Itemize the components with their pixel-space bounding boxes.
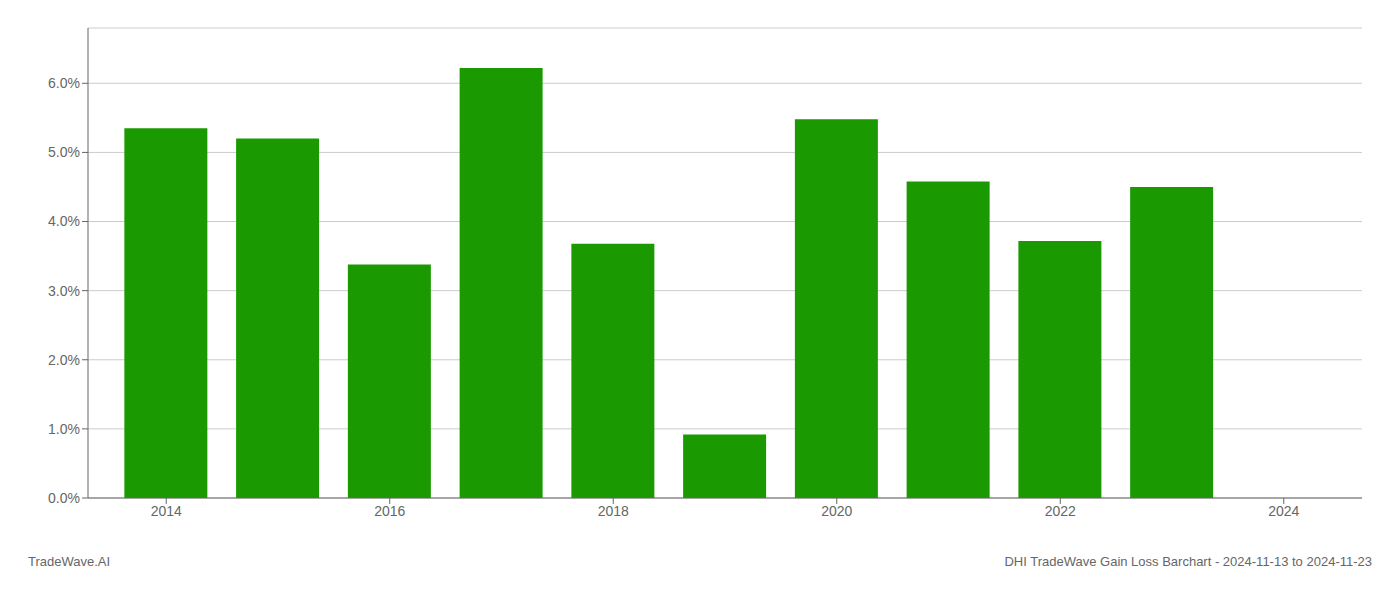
svg-text:3.0%: 3.0% [48, 283, 80, 299]
svg-text:2.0%: 2.0% [48, 352, 80, 368]
svg-text:2022: 2022 [1045, 503, 1076, 519]
svg-text:2024: 2024 [1268, 503, 1299, 519]
svg-text:2020: 2020 [821, 503, 852, 519]
html-text:DHI TradeWave Gain Loss Barcha: DHI TradeWave Gain Loss Barchart - 2024-… [1004, 554, 1372, 569]
svg-text:0.0%: 0.0% [48, 490, 80, 506]
svg-text:2016: 2016 [374, 503, 405, 519]
svg-text:2014: 2014 [151, 503, 182, 519]
svg-text:6.0%: 6.0% [48, 75, 80, 91]
svg-text:4.0%: 4.0% [48, 213, 80, 229]
svg-text:1.0%: 1.0% [48, 421, 80, 437]
svg-text:2018: 2018 [598, 503, 629, 519]
html-text:TradeWave.AI: TradeWave.AI [28, 554, 111, 569]
svg-text:5.0%: 5.0% [48, 144, 80, 160]
